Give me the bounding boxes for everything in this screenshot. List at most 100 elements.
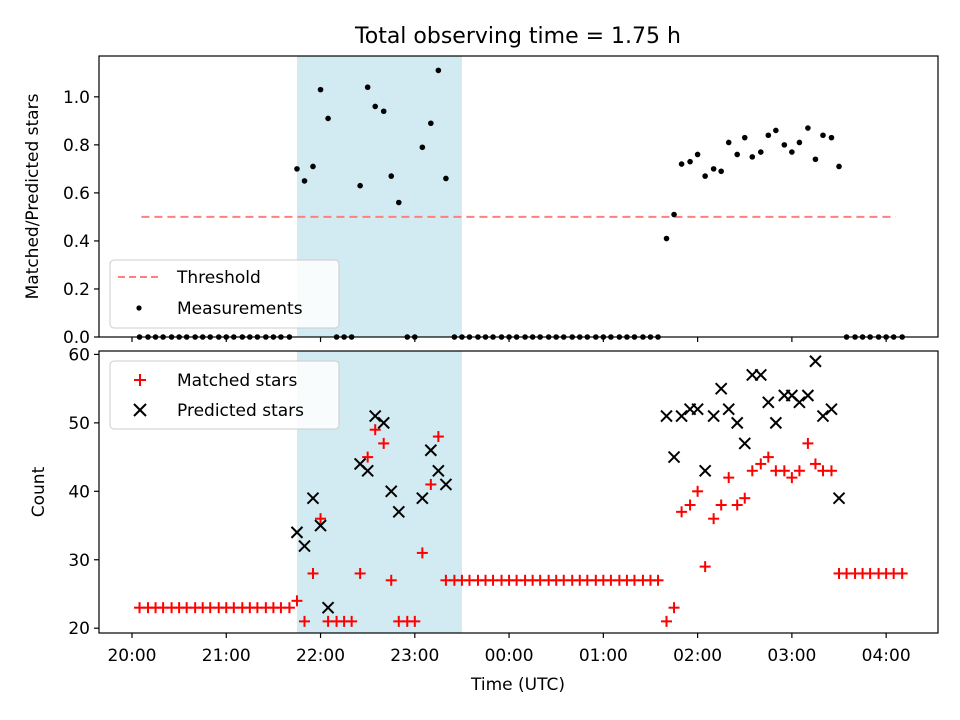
predicted-marker-b [321, 601, 335, 614]
predicted-star-marker [809, 355, 822, 368]
legend-measurements-label: Measurements [177, 299, 303, 319]
x-tick-label: 20:00 [107, 646, 156, 666]
predicted-star-marker [698, 464, 712, 477]
predicted-marker-b [832, 491, 846, 505]
predicted-marker-b [306, 491, 320, 505]
measurement-point [694, 151, 701, 158]
count-axes-frame [98, 350, 939, 634]
matched-star-marker [684, 499, 696, 511]
predicted-marker-b [290, 526, 304, 539]
predicted-star-marker [675, 409, 688, 423]
y-tick-label: 40 [68, 482, 90, 502]
predicted-marker-b [353, 457, 367, 471]
predicted-star-marker [306, 491, 320, 505]
matched-star-marker [291, 595, 303, 607]
measurement-point [663, 235, 670, 242]
matched-star-marker [661, 615, 673, 627]
predicted-marker-b [385, 485, 398, 498]
measurement-point [671, 211, 677, 218]
measurement-point [435, 67, 442, 74]
matched-star-marker [668, 602, 680, 614]
measurement-point [380, 108, 387, 115]
predicted-star-marker [801, 389, 815, 402]
measurement-point [725, 139, 732, 146]
x-tick-label: 03:00 [767, 646, 816, 666]
matched-star-marker [755, 458, 767, 470]
predicted-marker-b [801, 389, 815, 402]
predicted-star-marker [714, 382, 728, 395]
measurement-point [836, 163, 842, 170]
predicted-star-marker [825, 402, 838, 416]
ratio-axes-frame [98, 55, 939, 338]
measurement-point [687, 158, 693, 165]
legend-threshold-label: Threshold [176, 268, 261, 288]
predicted-marker-b [816, 409, 830, 423]
y-tick-label: 0.6 [63, 184, 90, 204]
predicted-marker-b [809, 355, 822, 368]
y-tick-label: 20 [68, 619, 90, 639]
matched-star-marker [692, 485, 704, 497]
predicted-star-marker [439, 478, 453, 491]
matched-star-marker [346, 615, 358, 627]
matched-star-marker [432, 431, 444, 443]
matched-star-marker [731, 499, 743, 511]
measurement-point [443, 175, 449, 182]
matched-star-marker [746, 465, 758, 477]
predicted-marker-b [660, 409, 673, 423]
count-panel: 20 30 40 50 60 20:00 21:00 22:00 23:00 00:00 01:0… [29, 345, 939, 666]
measurement-point [325, 115, 331, 122]
measurement-point [734, 151, 741, 158]
predicted-marker-b [785, 389, 799, 402]
count-x-ticks: 20:00 21:00 22:00 23:00 00:00 01:00 02:00 03:00… [107, 633, 911, 666]
measurement-point [388, 173, 395, 179]
predicted-star-marker [369, 409, 382, 423]
measurement-point [357, 182, 363, 189]
predicted-star-marker [707, 409, 720, 423]
predicted-star-marker [722, 402, 735, 416]
matched-star-marker [425, 478, 437, 490]
measurement-point [781, 142, 788, 148]
x-tick-label: 01:00 [579, 646, 628, 666]
y-tick-label: 50 [68, 414, 90, 434]
matched-star-marker [762, 451, 774, 463]
measurement-point [294, 166, 300, 172]
predicted-star-marker [298, 539, 311, 553]
measurement-point [812, 156, 819, 163]
measurement-point [310, 163, 316, 170]
measurement-point [301, 178, 308, 184]
matched-star-marker [786, 472, 798, 484]
predicted-marker-b [698, 464, 712, 477]
matched-star-marker [362, 451, 374, 463]
legend-measurements-swatch [136, 305, 142, 311]
matched-star-marker [723, 472, 735, 484]
predicted-marker-b [738, 437, 751, 450]
predicted-marker-b [392, 505, 405, 519]
predicted-star-marker [754, 368, 767, 382]
matched-star-marker [739, 492, 751, 504]
predicted-marker-b [361, 464, 374, 477]
measurement-point [678, 161, 685, 167]
y-tick-label: 0.2 [63, 280, 90, 300]
legend-predicted-swatch [133, 403, 147, 417]
matched-star-marker [385, 574, 397, 586]
count-legend-box [109, 360, 340, 430]
predicted-marker-b [722, 402, 735, 416]
predicted-marker-b [691, 402, 704, 416]
ratio-y-ticks: 0.0 0.2 0.4 0.6 0.8 1.0 [63, 88, 99, 348]
legend-matched-label: Matched stars [177, 371, 297, 391]
measurement-point [364, 84, 371, 91]
x-tick-label: 21:00 [202, 646, 251, 666]
measurement-point [419, 144, 426, 151]
predicted-star-marker [424, 444, 438, 457]
matched-star-marker [715, 499, 727, 511]
legend-matched-swatch [134, 374, 146, 386]
measurement-point [749, 154, 756, 160]
measurement-point [757, 149, 764, 155]
predicted-star-marker [321, 601, 335, 614]
figure-title: Total observing time = 1.75 h [354, 24, 681, 49]
x-tick-label: 02:00 [673, 646, 722, 666]
measurement-point [789, 149, 795, 155]
legend-predicted-label: Predicted stars [177, 401, 304, 421]
predicted-star-marker [377, 416, 390, 430]
